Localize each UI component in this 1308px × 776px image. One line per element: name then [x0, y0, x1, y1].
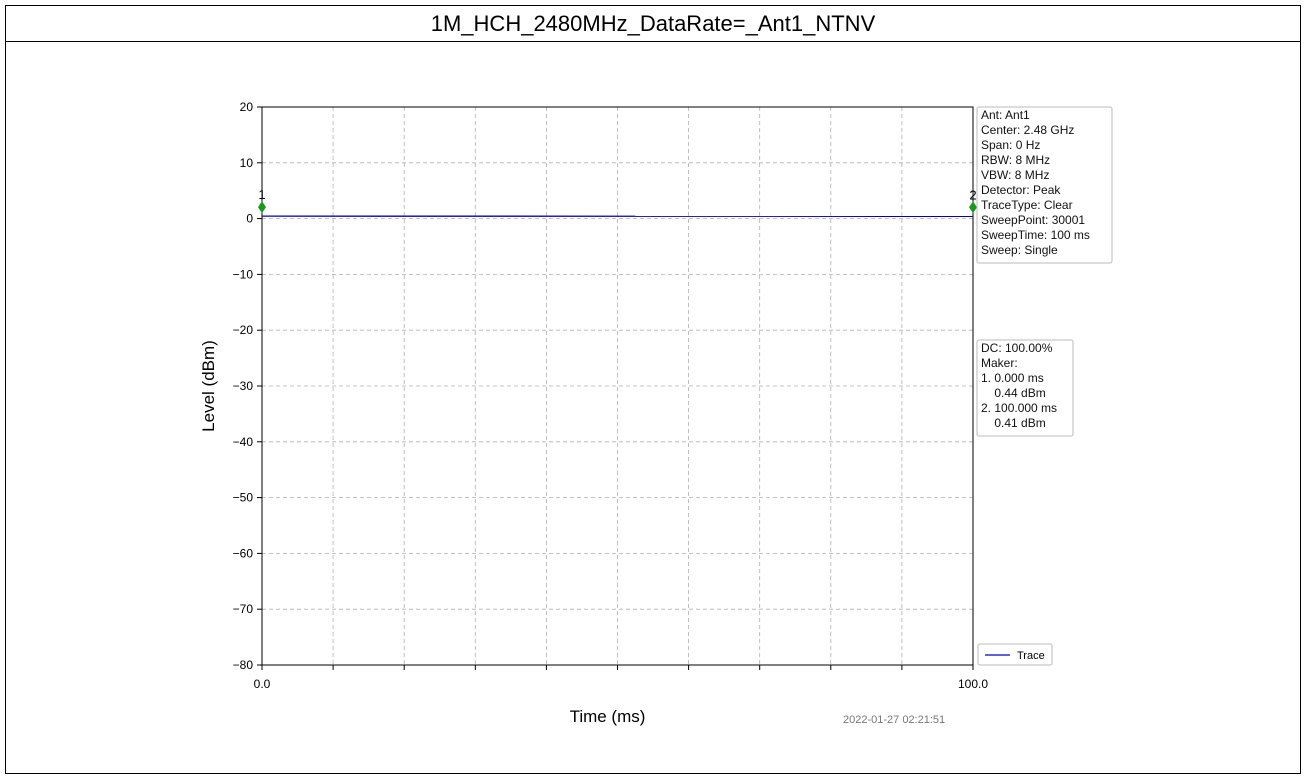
y-tick-label: 10 [240, 156, 254, 170]
marker-label: 1 [258, 187, 265, 202]
y-tick-label: −80 [233, 658, 254, 672]
info-line: Ant: Ant1 [981, 108, 1030, 122]
info-line: DC: 100.00% [981, 341, 1053, 355]
info-line: 0.44 dBm [981, 386, 1046, 400]
x-tick-label: 100.0 [958, 677, 988, 691]
info-line: Span: 0 Hz [981, 138, 1040, 152]
y-tick-label: −50 [233, 491, 254, 505]
y-tick-label: −10 [233, 267, 254, 281]
y-tick-label: −70 [233, 602, 254, 616]
y-tick-label: −60 [233, 546, 254, 560]
marker-diamond [969, 201, 977, 214]
info-line: 2. 100.000 ms [981, 401, 1057, 415]
info-line: SweepTime: 100 ms [981, 228, 1090, 242]
y-tick-label: 20 [240, 100, 254, 114]
marker-label: 2 [969, 187, 976, 202]
info-line: Maker: [981, 356, 1018, 370]
x-tick-label: 0.0 [254, 677, 271, 691]
x-axis-ticks: 0.0 100.0 [254, 665, 988, 691]
y-axis-ticks: 20 10 0 −10 −20 −30 −40 −50 −60 −70 −80 [233, 100, 262, 672]
y-tick-label: −20 [233, 323, 254, 337]
info-line: 1. 0.000 ms [981, 371, 1044, 385]
info-line: VBW: 8 MHz [981, 168, 1049, 182]
timestamp-text: 2022-01-27 02:21:51 [843, 714, 945, 726]
info-line: RBW: 8 MHz [981, 153, 1050, 167]
info-line: Detector: Peak [981, 183, 1061, 197]
x-axis-label: Time (ms) [570, 707, 646, 726]
y-tick-label: −40 [233, 435, 254, 449]
marker-diamond [258, 201, 266, 214]
y-axis-label: Level (dBm) [199, 340, 218, 432]
legend-label: Trace [1017, 650, 1045, 662]
info-line: SweepPoint: 30001 [981, 213, 1085, 227]
info-line: TraceType: Clear [981, 198, 1073, 212]
info-box-border [976, 106, 1113, 264]
info-line: Center: 2.48 GHz [981, 123, 1074, 137]
grid-lines [262, 107, 973, 665]
chart-title: 1M_HCH_2480MHz_DataRate=_Ant1_NTNV [6, 6, 1300, 42]
info-box-border [976, 339, 1074, 437]
y-tick-label: −30 [233, 379, 254, 393]
figure-frame: 1M_HCH_2480MHz_DataRate=_Ant1_NTNV [5, 5, 1301, 774]
marker-info-box: DC: 100.00%Maker:1. 0.000 ms 0.44 dBm2. … [976, 339, 1074, 437]
y-tick-label: 0 [246, 212, 253, 226]
legend: Trace [977, 643, 1053, 666]
legend-box [977, 643, 1053, 666]
info-line: 0.41 dBm [981, 416, 1046, 430]
info-line: Sweep: Single [981, 243, 1058, 257]
